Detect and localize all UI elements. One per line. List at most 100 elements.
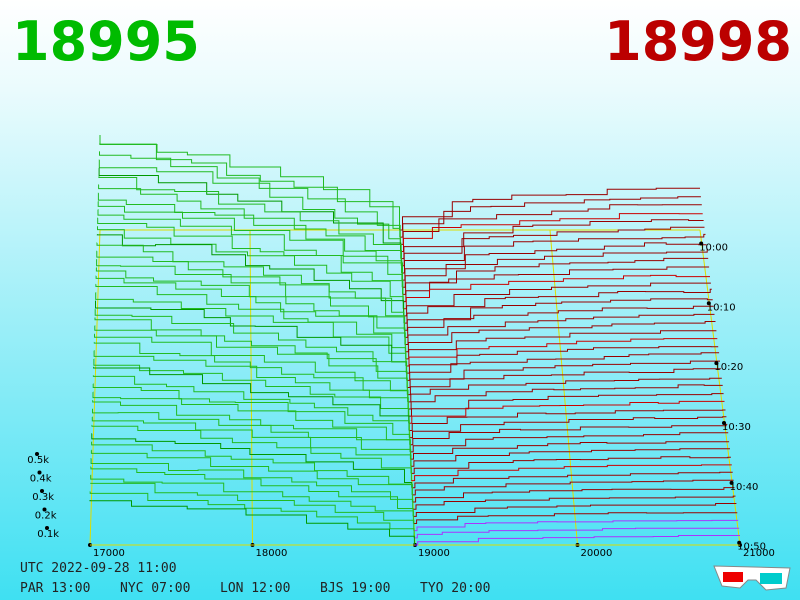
utc-time: UTC 2022-09-28 11:00: [20, 561, 177, 576]
bid-curve: [94, 317, 408, 388]
bid-curve: [97, 217, 404, 302]
plot: 17000 18000 19000 20000 21000 10:00 10:10 10:20…: [27, 135, 775, 559]
glasses-icon: [713, 565, 791, 591]
ask-curve: [412, 479, 734, 496]
bid-curve: [92, 375, 410, 438]
tick-dot: [714, 361, 719, 366]
ask-curve: [402, 257, 709, 295]
ask-curve: [411, 464, 732, 482]
bid-curve: [90, 466, 414, 517]
price-tick-label: 17000: [93, 548, 125, 559]
price-tick-label: 19000: [418, 548, 450, 559]
grid-line: [549, 229, 578, 546]
bid-curve: [90, 458, 414, 510]
bid-curve: [94, 308, 408, 381]
ask-curve: [412, 495, 736, 510]
ask-curve: [402, 248, 708, 288]
bid-curve: [98, 175, 402, 266]
bid-curve: [97, 200, 403, 288]
ask-curve: [408, 409, 726, 431]
city-time: BJS 19:00: [320, 581, 390, 596]
bid-curve: [98, 159, 401, 252]
bid-curve: [91, 433, 413, 488]
tick-dot: [706, 301, 711, 306]
ask-curve: [406, 360, 720, 388]
ask-price: 18998: [604, 10, 792, 73]
ask-curve: [401, 226, 705, 267]
ask-curve: [407, 377, 722, 403]
ask-curve: [399, 196, 701, 238]
bid-curve: [93, 366, 410, 431]
ask-curve: [410, 441, 730, 460]
ask-curve: [404, 298, 713, 331]
bid-curve: [92, 391, 411, 452]
ask-curve: [407, 384, 723, 410]
city-time: PAR 13:00: [20, 581, 90, 596]
bid-curve: [89, 500, 415, 545]
ask-curve: [403, 288, 712, 324]
ask-curve: [399, 187, 700, 231]
bid-curve: [96, 258, 406, 338]
time-tick-label: 10:40: [730, 482, 759, 493]
bid-curve: [90, 474, 414, 524]
city-time: TYO 20:00: [420, 581, 490, 596]
price-tick-label: 21000: [743, 548, 775, 559]
ask-curve: [412, 487, 735, 503]
depth-tick-label: 0.1k: [37, 529, 59, 540]
depth-tick-label: 0.4k: [30, 474, 52, 485]
tick-dot: [737, 540, 742, 545]
tick-dot: [37, 470, 42, 475]
price-tick-label: 18000: [256, 548, 288, 559]
ask-curve: [413, 519, 739, 532]
time-tick-label: 10:30: [722, 422, 751, 433]
bid-curve: [92, 383, 411, 445]
time-tick-label: 10:50: [737, 542, 766, 553]
time-tick-label: 10:10: [707, 302, 736, 313]
tick-dot: [699, 241, 704, 246]
bid-curve: [95, 283, 407, 359]
ask-curve: [410, 432, 729, 453]
bid-curve: [97, 226, 404, 309]
bid-curve: [96, 250, 405, 331]
bid-curve: [99, 135, 400, 230]
time-tick-label: 10:20: [714, 362, 743, 373]
bid-curve: [93, 341, 409, 409]
ask-curve: [413, 512, 738, 525]
ask-curve: [400, 213, 703, 252]
tick-dot: [42, 507, 47, 512]
ask-curve: [414, 535, 740, 546]
depth-tick-label: 0.3k: [32, 492, 54, 503]
bid-curve: [91, 416, 412, 474]
ask-curve: [404, 313, 715, 346]
bid-curve: [95, 300, 407, 374]
ask-curve: [405, 330, 717, 360]
ask-curve: [414, 527, 740, 539]
ask-curve: [400, 219, 704, 260]
ask-curve: [413, 503, 737, 517]
ask-curve: [409, 416, 727, 439]
grid-line: [699, 229, 741, 546]
city-time: LON 12:00: [220, 581, 290, 596]
bid-curve: [97, 192, 403, 281]
left-lens: [723, 572, 743, 582]
bid-curve: [95, 275, 406, 352]
ask-curve: [408, 393, 724, 417]
city-time: NYC 07:00: [120, 581, 190, 596]
price-tick-label: 20000: [581, 548, 613, 559]
depth-tick-label: 0.5k: [27, 455, 49, 466]
bid-curve: [94, 325, 408, 395]
bid-curve: [89, 491, 415, 538]
bid-price: 18995: [12, 10, 200, 73]
ask-curve: [410, 448, 730, 467]
ask-curve: [406, 352, 720, 381]
ask-curve: [400, 204, 702, 245]
bid-curve: [92, 408, 412, 467]
bid-curve: [96, 234, 405, 316]
time-tick-label: 10:00: [699, 242, 728, 253]
bid-curve: [90, 482, 415, 531]
ask-curve: [405, 321, 716, 353]
bid-curve: [93, 350, 409, 417]
tick-dot: [40, 489, 44, 493]
ask-curve: [407, 368, 721, 396]
